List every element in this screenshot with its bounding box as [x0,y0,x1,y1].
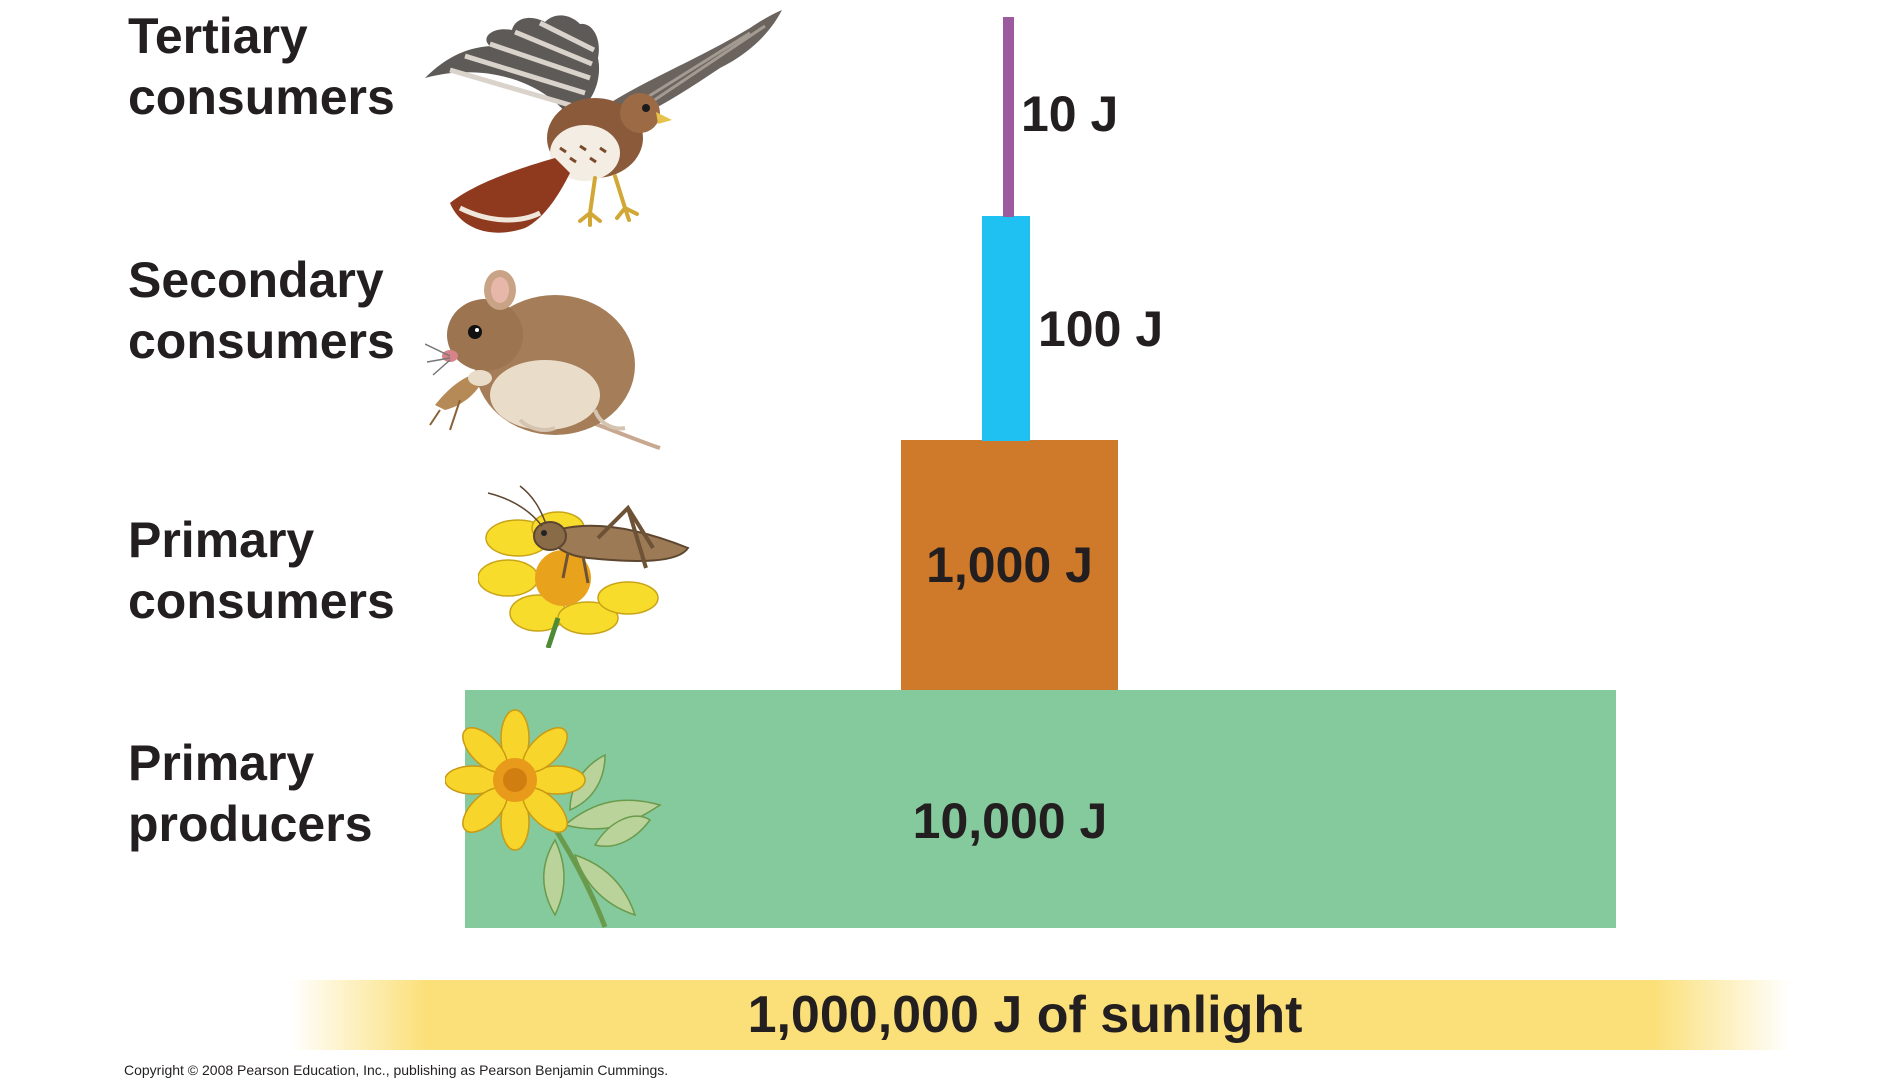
sunlight-band [290,980,1790,1050]
tertiary-label-line2: consumers [128,69,395,125]
tertiary-label-line1: Tertiary [128,8,308,64]
primary-consumers-label-line1: Primary [128,512,315,568]
secondary-consumers-label: Secondary consumers [128,250,395,372]
mouse-illustration [425,270,661,450]
primary-consumers-label: Primary consumers [128,510,395,632]
primary-consumers-energy-value: 1,000 J [926,537,1093,593]
hawk-illustration [425,10,782,233]
secondary-label-line1: Secondary [128,252,384,308]
primary-consumers-label-line2: consumers [128,573,395,629]
primary-producers-label: Primary producers [128,733,373,855]
secondary-consumers-bar [982,216,1030,441]
tertiary-consumers-bar [1003,17,1014,217]
grasshopper-illustration [478,485,690,648]
flowering-plant-illustration [445,709,662,928]
primary-producers-bar [465,690,1616,928]
primary-producers-label-line2: producers [128,796,373,852]
primary-producers-energy-value: 10,000 J [912,793,1108,849]
copyright-notice: Copyright © 2008 Pearson Education, Inc.… [124,1062,669,1078]
secondary-label-line2: consumers [128,313,395,369]
sunlight-energy-label: 1,000,000 J of sunlight [747,986,1303,1044]
secondary-consumers-energy-value: 100 J [1038,301,1164,357]
primary-consumers-bar [901,440,1118,690]
primary-producers-label-line1: Primary [128,735,315,791]
tertiary-consumers-label: Tertiary consumers [128,6,395,128]
tertiary-consumers-energy-value: 10 J [1021,86,1119,142]
